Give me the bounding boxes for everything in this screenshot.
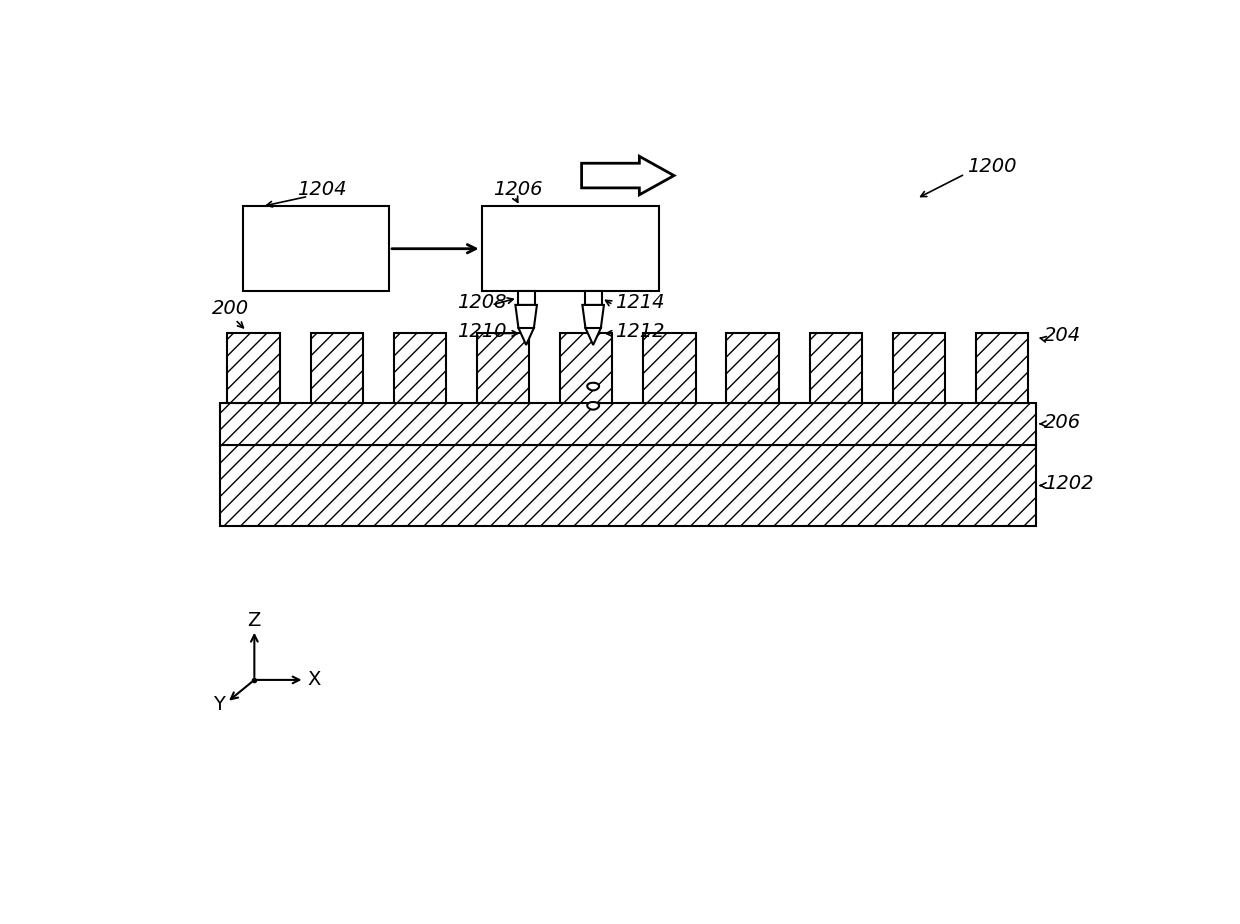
Bar	[481, 206, 658, 291]
Bar	[585, 291, 601, 305]
Bar	[560, 334, 613, 403]
Bar	[893, 334, 945, 403]
Text: 204: 204	[1044, 326, 1081, 345]
Bar	[810, 334, 862, 403]
Text: 1208: 1208	[456, 293, 506, 312]
Bar	[227, 334, 280, 403]
Text: 1200: 1200	[967, 157, 1016, 176]
Polygon shape	[588, 383, 599, 390]
Text: 1212: 1212	[615, 322, 665, 341]
Text: Y: Y	[213, 695, 224, 714]
Bar	[243, 206, 389, 291]
Bar	[310, 334, 363, 403]
Text: 1214: 1214	[615, 293, 665, 312]
Bar	[219, 445, 1035, 526]
Text: 1210: 1210	[456, 322, 506, 341]
Bar	[644, 334, 696, 403]
Polygon shape	[518, 328, 534, 345]
Bar	[219, 403, 1035, 445]
Polygon shape	[582, 156, 675, 195]
Text: X: X	[308, 670, 321, 689]
Bar	[976, 334, 1028, 403]
Text: 200: 200	[212, 299, 249, 318]
Polygon shape	[516, 305, 537, 328]
Bar	[727, 334, 779, 403]
Text: Z: Z	[247, 611, 260, 630]
Polygon shape	[585, 328, 601, 345]
Text: 1206: 1206	[494, 180, 543, 199]
Polygon shape	[583, 305, 604, 328]
Bar	[394, 334, 446, 403]
Bar	[477, 334, 529, 403]
Text: 206: 206	[1044, 413, 1081, 432]
Bar	[517, 291, 534, 305]
Polygon shape	[588, 402, 599, 409]
Text: 1204: 1204	[296, 180, 346, 199]
Text: 1202: 1202	[1044, 474, 1094, 493]
